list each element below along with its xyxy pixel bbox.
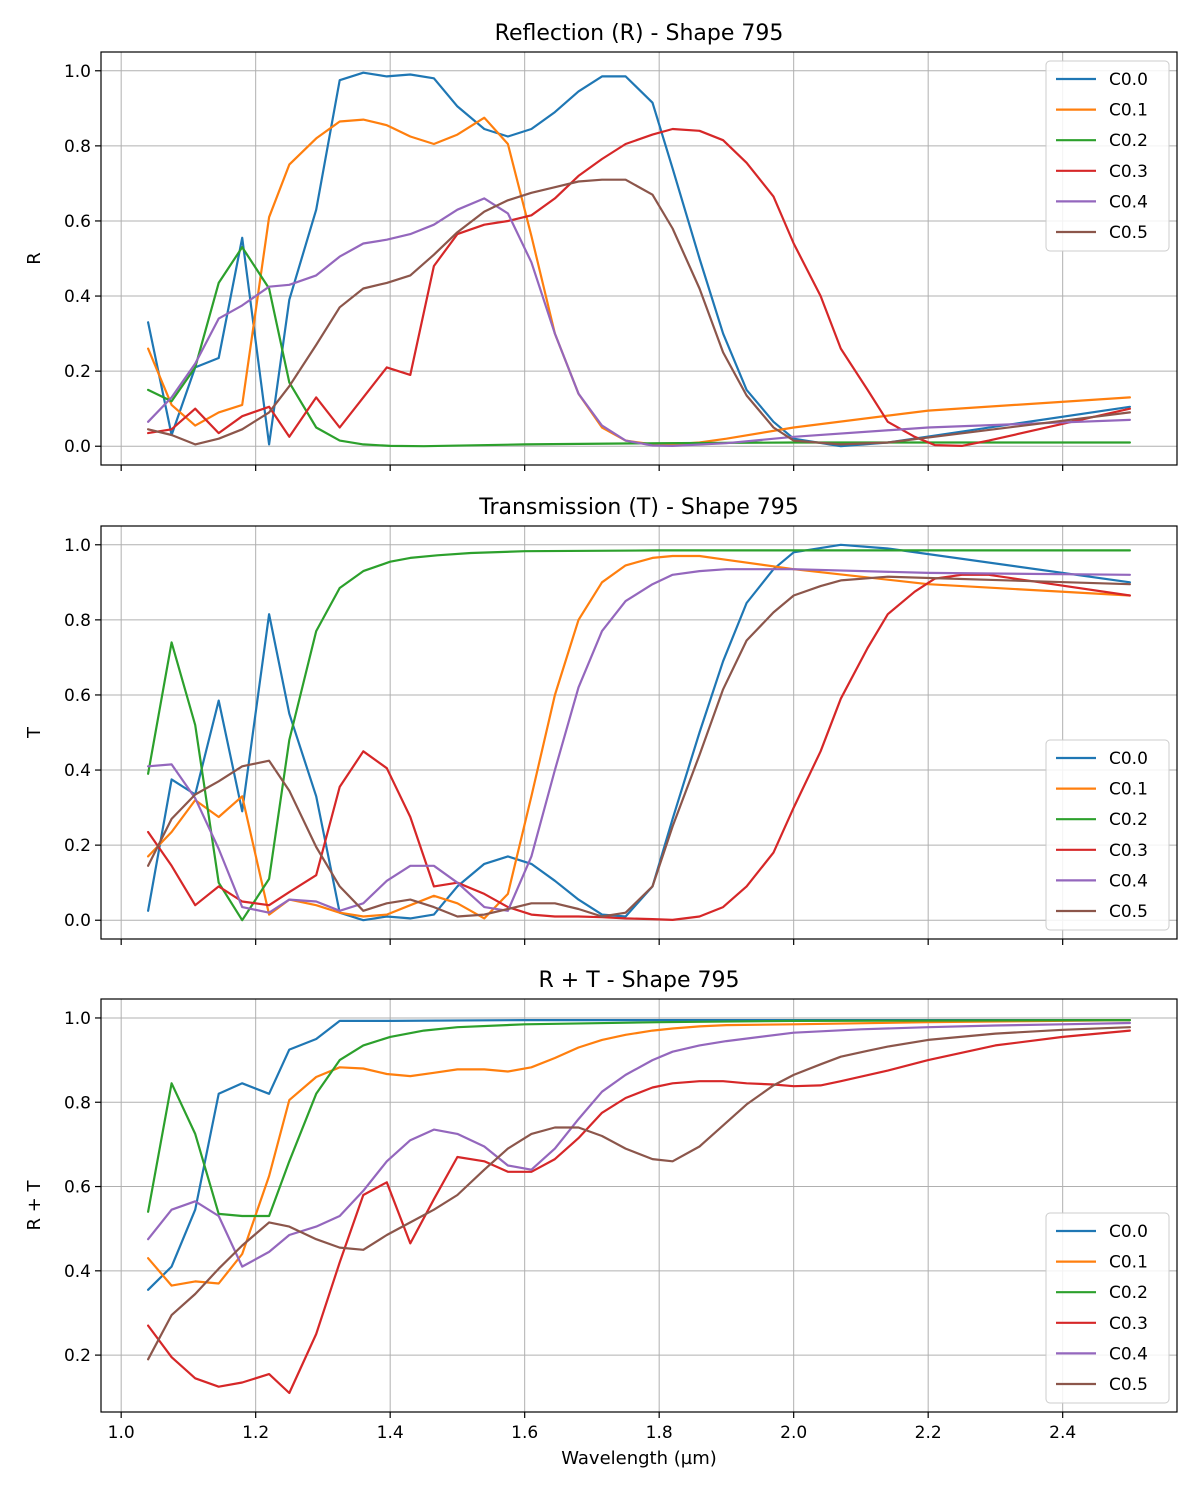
legend-label-C0.4: C0.4: [1109, 192, 1148, 212]
y-tick-label: 1.0: [64, 536, 91, 556]
series-line-C0.3: [147, 573, 1132, 922]
legend-label-C0.3: C0.3: [1109, 1314, 1148, 1334]
legend-label-C0.1: C0.1: [1109, 101, 1148, 121]
x-tick-label: 1.6: [511, 1423, 538, 1443]
x-tick-label: 1.0: [108, 1423, 135, 1443]
legend-label-C0.0: C0.0: [1109, 1222, 1148, 1242]
y-tick-label: 0.4: [64, 287, 91, 307]
y-tick-label: 0.4: [64, 761, 91, 781]
chart-title: R + T - Shape 795: [539, 968, 740, 993]
legend-label-C0.4: C0.4: [1109, 1344, 1148, 1364]
y-axis-label: R + T: [24, 1179, 45, 1230]
plot-frame: [100, 998, 1178, 1413]
legend-label-C0.5: C0.5: [1109, 223, 1148, 243]
series-line-C0.1: [147, 554, 1132, 920]
series-line-C0.5: [147, 178, 1132, 446]
x-tick-label: 2.4: [1049, 1423, 1076, 1443]
chart-title: Reflection (R) - Shape 795: [495, 21, 784, 46]
legend-box: [1045, 739, 1170, 931]
series-line-C0.2: [147, 1018, 1132, 1218]
plot-frame: [100, 525, 1178, 940]
series-line-C0.3: [147, 1029, 1132, 1395]
y-tick-label: 0.4: [64, 1262, 91, 1282]
x-tick-label: 2.0: [780, 1423, 807, 1443]
chart-panel-3: 1.0 1.2 1.4 1.6 1.8 2.0 2.2 2.4 0.2 0.4 0.6 0.8 1.0 R…: [24, 968, 1178, 1469]
legend-label-C0.0: C0.0: [1109, 749, 1148, 769]
y-axis-label: T: [24, 726, 45, 739]
x-tick-label: 2.2: [915, 1423, 942, 1443]
series-line-C0.5: [147, 575, 1132, 918]
x-tick-label: 1.8: [646, 1423, 673, 1443]
legend-label-C0.5: C0.5: [1109, 1375, 1148, 1395]
series-line-C0.4: [147, 197, 1132, 447]
x-tick-label: 1.2: [242, 1423, 269, 1443]
y-tick-label: 1.0: [64, 62, 91, 82]
legend-box: [1045, 60, 1170, 252]
y-tick-label: 0.6: [64, 1178, 91, 1198]
legend-label-C0.3: C0.3: [1109, 162, 1148, 182]
series-line-C0.4: [147, 1021, 1132, 1268]
y-tick-label: 0.6: [64, 212, 91, 232]
legend-label-C0.0: C0.0: [1109, 70, 1148, 90]
y-tick-label: 0.6: [64, 686, 91, 706]
legend: C0.0 C0.1 C0.2 C0.3 C0.4 C0.5: [1045, 1212, 1170, 1404]
y-tick-label: 0.8: [64, 137, 91, 157]
y-tick-label: 0.8: [64, 1093, 91, 1113]
y-axis-label: R: [24, 252, 45, 265]
y-tick-label: 0.2: [64, 836, 91, 856]
legend-label-C0.2: C0.2: [1109, 810, 1148, 830]
y-tick-label: 0.2: [64, 362, 91, 382]
plot-frame: [100, 51, 1178, 466]
legend: C0.0 C0.1 C0.2 C0.3 C0.4 C0.5: [1045, 739, 1170, 931]
y-tick-label: 0.8: [64, 611, 91, 631]
chart-panel-2: 0.0 0.2 0.4 0.6 0.8 1.0 Transmission (T) - Sha…: [24, 495, 1178, 945]
legend-label-C0.3: C0.3: [1109, 841, 1148, 861]
x-axis-label: Wavelength (µm): [561, 1448, 717, 1469]
y-tick-label: 0.0: [64, 437, 91, 457]
series-line-C0.0: [147, 1018, 1132, 1291]
chart-title: Transmission (T) - Shape 795: [478, 495, 799, 520]
series-line-C0.3: [147, 127, 1132, 447]
legend-label-C0.1: C0.1: [1109, 1253, 1148, 1273]
legend-label-C0.4: C0.4: [1109, 871, 1148, 891]
legend-label-C0.5: C0.5: [1109, 902, 1148, 922]
series-line-C0.0: [147, 71, 1132, 448]
series-line-C0.4: [147, 568, 1132, 914]
x-tick-label: 1.4: [377, 1423, 404, 1443]
series-line-C0.2: [147, 246, 1132, 448]
y-tick-label: 0.0: [64, 911, 91, 931]
y-tick-label: 0.2: [64, 1346, 91, 1366]
legend-label-C0.2: C0.2: [1109, 1283, 1148, 1303]
y-tick-label: 1.0: [64, 1009, 91, 1029]
chart-panel-1: 0.0 0.2 0.4 0.6 0.8 1.0 Reflection (R) - Shape…: [24, 21, 1178, 471]
legend: C0.0 C0.1 C0.2 C0.3 C0.4 C0.5: [1045, 60, 1170, 252]
legend-label-C0.2: C0.2: [1109, 131, 1148, 151]
legend-box: [1045, 1212, 1170, 1404]
series-line-C0.5: [147, 1026, 1132, 1361]
legend-label-C0.1: C0.1: [1109, 780, 1148, 800]
series-line-C0.2: [147, 549, 1132, 922]
series-line-C0.0: [147, 543, 1132, 922]
